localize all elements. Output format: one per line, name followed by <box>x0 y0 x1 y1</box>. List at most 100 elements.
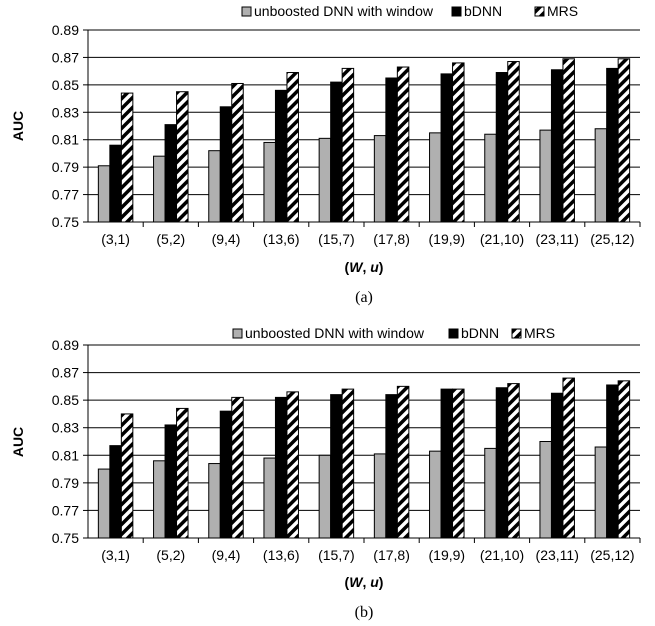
bar-unboosted <box>97 165 111 223</box>
chart-panel-b: 0.75 0.77 0.79 0.81 0.83 0.85 0.87 0.89 (3,1) (5,… <box>10 325 641 621</box>
bar-bdnn <box>274 89 288 223</box>
bar-bdnn <box>164 124 178 223</box>
y-tick-label: 0.83 <box>52 104 79 120</box>
bar-unboosted <box>153 460 166 539</box>
bar-mrs <box>507 61 520 223</box>
bar-bdnn <box>385 394 398 539</box>
bar-unboosted <box>318 454 332 539</box>
bar-unboosted <box>373 453 387 539</box>
y-tick-label: 0.87 <box>52 49 79 65</box>
x-tick-label: (21,10) <box>480 547 524 563</box>
bar-unboosted <box>539 129 552 223</box>
bar-mrs <box>176 407 189 539</box>
y-tick-label: 0.77 <box>52 187 79 203</box>
bar-mrs <box>396 66 410 223</box>
y-tick-label: 0.77 <box>52 502 79 518</box>
x-tick-label: (17,8) <box>373 547 410 563</box>
x-tick-label: (5,2) <box>156 231 185 247</box>
x-tick-label: (15,7) <box>318 547 355 563</box>
y-tick-label: 0.75 <box>52 214 79 230</box>
bar-mrs <box>562 58 575 223</box>
bar-mrs <box>507 383 520 539</box>
x-tick-label: (9,4) <box>212 547 241 563</box>
bar-unboosted <box>484 447 497 539</box>
y-tick-label: 0.81 <box>52 447 79 463</box>
bar-unboosted <box>208 463 221 539</box>
x-tick-label: (13,6) <box>263 547 300 563</box>
bar-mrs <box>452 388 465 539</box>
x-tick-label: (15,7) <box>318 231 355 247</box>
x-tick-label: (3,1) <box>101 231 130 247</box>
x-tick-label: (19,9) <box>429 231 466 247</box>
bar-bdnn <box>219 106 233 223</box>
bar-bdnn <box>330 394 343 539</box>
legend-swatch-bdnn <box>448 328 459 339</box>
bar-unboosted <box>208 150 221 223</box>
bar-unboosted <box>153 155 166 223</box>
y-tick-label: 0.85 <box>52 77 79 93</box>
bar-mrs <box>617 380 631 539</box>
y-tick-label: 0.89 <box>52 337 79 353</box>
x-tick-label: (5,2) <box>156 547 185 563</box>
bar-bdnn <box>495 72 509 223</box>
legend-swatch-unboosted <box>241 6 252 17</box>
y-tick-label: 0.75 <box>52 530 79 546</box>
bar-bdnn <box>385 77 398 223</box>
x-tick-label: (25,12) <box>590 231 634 247</box>
bar-bdnn <box>550 392 564 539</box>
bar-unboosted <box>373 135 387 223</box>
bar-mrs <box>286 72 299 223</box>
bar-unboosted <box>318 137 332 223</box>
bar-mrs <box>452 62 465 223</box>
legend: unboosted DNN with window bDNN MRS <box>232 325 555 341</box>
bar-bdnn <box>495 387 509 539</box>
bar-unboosted <box>539 441 552 539</box>
x-tick-label: (25,12) <box>590 547 634 563</box>
bar-bdnn <box>606 67 619 223</box>
legend-label-mrs: MRS <box>547 3 578 19</box>
legend-label-mrs: MRS <box>524 325 555 341</box>
x-tick-label: (23,11) <box>536 231 579 247</box>
x-tick-label: (9,4) <box>212 231 241 247</box>
bar-bdnn <box>440 388 454 539</box>
x-tick-label: (23,11) <box>536 547 579 563</box>
bar-bdnn <box>109 144 122 223</box>
bar-unboosted <box>429 450 442 539</box>
bar-mrs <box>396 385 410 539</box>
bar-mrs <box>341 67 355 223</box>
legend-swatch-mrs <box>534 6 545 17</box>
bar-mrs <box>120 413 134 539</box>
bar-mrs <box>231 82 244 223</box>
bar-bdnn <box>274 396 288 539</box>
y-axis-label: AUC <box>10 111 26 141</box>
legend-swatch-unboosted <box>232 328 243 339</box>
bar-bdnn <box>330 81 343 223</box>
x-tick-label: (17,8) <box>373 231 410 247</box>
y-tick-label: 0.87 <box>52 365 79 381</box>
legend-label-bdnn: bDNN <box>464 3 502 19</box>
y-tick-label: 0.81 <box>52 132 79 148</box>
bar-mrs <box>617 58 631 223</box>
y-tick-label: 0.83 <box>52 420 79 436</box>
bar-bdnn <box>164 424 178 539</box>
bar-bdnn <box>109 445 122 539</box>
legend-swatch-bdnn <box>451 6 462 17</box>
bar-unboosted <box>97 468 111 539</box>
y-tick-label: 0.85 <box>52 392 79 408</box>
bar-unboosted <box>263 141 276 223</box>
bar-unboosted <box>594 128 608 223</box>
bar-mrs <box>341 388 355 539</box>
bar-mrs <box>176 91 189 223</box>
legend-label-bdnn: bDNN <box>461 325 499 341</box>
bar-mrs <box>286 391 299 539</box>
legend-swatch-mrs <box>511 328 522 339</box>
legend-label-unboosted: unboosted DNN with window <box>245 325 425 341</box>
bar-bdnn <box>219 410 233 539</box>
figure-caption: (a) <box>355 289 373 306</box>
y-tick-label: 0.79 <box>52 475 79 491</box>
bar-unboosted <box>484 133 497 223</box>
y-axis-label: AUC <box>10 427 26 457</box>
bar-bdnn <box>550 69 564 223</box>
bar-mrs <box>231 396 244 539</box>
